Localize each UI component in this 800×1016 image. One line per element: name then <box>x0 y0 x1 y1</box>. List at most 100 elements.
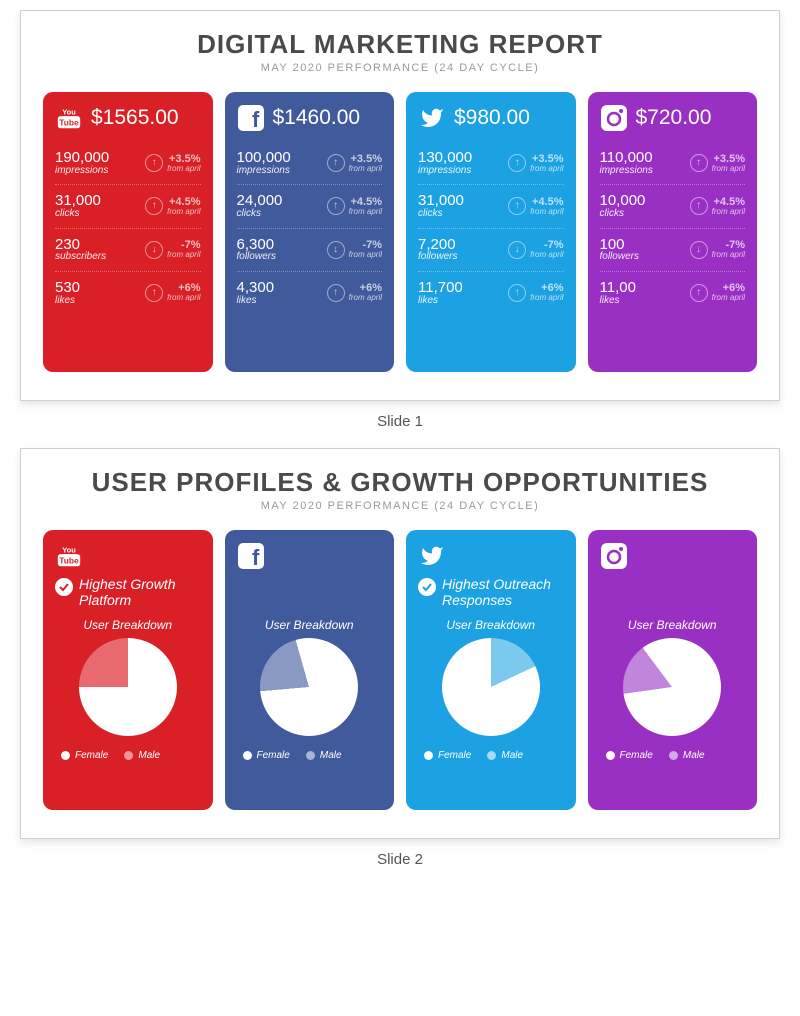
metric-label: followers <box>418 252 457 263</box>
legend-dot-icon <box>124 751 133 760</box>
legend-dot-icon <box>243 751 252 760</box>
pie-youtube <box>79 638 177 736</box>
svg-text:Tube: Tube <box>59 117 79 127</box>
trend-up-icon: ↑ <box>690 284 708 302</box>
trend-down-icon: ↓ <box>145 241 163 259</box>
pie-chart <box>600 638 746 736</box>
twitter-icon <box>418 104 446 132</box>
metric-row: 100,000impressions↑+3.5%from april <box>237 142 383 185</box>
metric-label: clicks <box>55 209 101 220</box>
trend-from: from april <box>349 251 382 259</box>
card2-twitter: Highest Outreach Responses User Breakdow… <box>406 530 576 810</box>
card2-youtube: YouTube Highest Growth Platform User Bre… <box>43 530 213 810</box>
trend-from: from april <box>167 208 200 216</box>
slide1-cards: YouTube $1565.00 190,000impressions ↑+3.… <box>43 92 757 372</box>
pie-chart <box>237 638 383 736</box>
card-head: f $1460.00 <box>237 104 383 132</box>
legend: Female Male <box>418 750 564 761</box>
metric-label: impressions <box>418 166 472 177</box>
trend-from: from april <box>530 208 563 216</box>
amount: $720.00 <box>636 106 712 130</box>
metric-row: 11,00likes↑+6%from april <box>600 272 746 314</box>
svg-text:f: f <box>252 107 260 131</box>
metric-row: 110,000impressions↑+3.5%from april <box>600 142 746 185</box>
metric-row: 130,000impressions↑+3.5%from april <box>418 142 564 185</box>
metric-row: 100followers↓-7%from april <box>600 229 746 272</box>
legend-dot-icon <box>669 751 678 760</box>
legend-label: Female <box>75 750 108 761</box>
instagram-icon <box>600 104 628 132</box>
user-breakdown-label: User Breakdown <box>55 618 201 632</box>
trend-pct: +3.5% <box>712 154 745 165</box>
trend-from: from april <box>712 165 745 173</box>
legend-female: Female <box>61 750 108 761</box>
trend-from: from april <box>530 251 563 259</box>
metric-value: 10,000 <box>600 193 646 209</box>
metric-row: 230subscribers ↓-7%from april <box>55 229 201 272</box>
trend-up-icon: ↑ <box>145 154 163 172</box>
badge-text: Highest Growth Platform <box>79 576 201 608</box>
metric-row: 24,000clicks↑+4.5%from april <box>237 185 383 228</box>
check-icon <box>55 578 73 596</box>
youtube-icon: YouTube <box>55 104 83 132</box>
card2-facebook: f User Breakdown Female Male <box>225 530 395 810</box>
trend-from: from april <box>530 294 563 302</box>
metric-value: 130,000 <box>418 150 472 166</box>
metric-row: 6,300followers↓-7%from april <box>237 229 383 272</box>
svg-text:Tube: Tube <box>59 555 79 565</box>
metric-value: 31,000 <box>55 193 101 209</box>
legend-male: Male <box>669 750 705 761</box>
growth-badge <box>237 576 383 614</box>
facebook-icon: f <box>237 542 265 570</box>
trend-from: from april <box>349 208 382 216</box>
trend-pct: +3.5% <box>349 154 382 165</box>
legend-male: Male <box>487 750 523 761</box>
slide1-title: DIGITAL MARKETING REPORT <box>43 29 757 60</box>
metric-value: 6,300 <box>237 237 276 253</box>
svg-text:You: You <box>62 545 76 554</box>
slide2-cards: YouTube Highest Growth Platform User Bre… <box>43 530 757 810</box>
amount: $1565.00 <box>91 106 179 130</box>
metric-row: 4,300likes↑+6%from april <box>237 272 383 314</box>
legend-label: Female <box>438 750 471 761</box>
metric-value: 530 <box>55 280 80 296</box>
trend-up-icon: ↑ <box>508 154 526 172</box>
trend-from: from april <box>712 251 745 259</box>
trend-from: from april <box>349 165 382 173</box>
metric-label: likes <box>55 296 80 307</box>
pie-twitter <box>442 638 540 736</box>
legend: Female Male <box>600 750 746 761</box>
metric-label: likes <box>600 296 636 307</box>
legend-female: Female <box>424 750 471 761</box>
metric-value: 230 <box>55 237 106 253</box>
metric-row: 530likes ↑+6%from april <box>55 272 201 314</box>
user-breakdown-label: User Breakdown <box>600 618 746 632</box>
metric-value: 4,300 <box>237 280 275 296</box>
youtube-icon: YouTube <box>55 542 83 570</box>
legend-label: Female <box>257 750 290 761</box>
metric-label: likes <box>237 296 275 307</box>
metric-label: clicks <box>237 209 283 220</box>
legend-dot-icon <box>424 751 433 760</box>
pie-chart <box>55 638 201 736</box>
metrics: 110,000impressions↑+3.5%from april 10,00… <box>600 142 746 314</box>
metric-label: impressions <box>600 166 653 177</box>
check-icon <box>418 578 436 596</box>
trend-down-icon: ↓ <box>508 241 526 259</box>
legend: Female Male <box>237 750 383 761</box>
metric-label: subscribers <box>55 252 106 263</box>
legend-male: Male <box>306 750 342 761</box>
legend-male: Male <box>124 750 160 761</box>
metric-value: 110,000 <box>600 150 653 166</box>
legend-female: Female <box>243 750 290 761</box>
card-youtube: YouTube $1565.00 190,000impressions ↑+3.… <box>43 92 213 372</box>
card-twitter: $980.00 130,000impressions↑+3.5%from apr… <box>406 92 576 372</box>
metric-value: 100 <box>600 237 639 253</box>
trend-up-icon: ↑ <box>327 197 345 215</box>
card-head: YouTube $1565.00 <box>55 104 201 132</box>
legend-female: Female <box>606 750 653 761</box>
metric-row: 31,000clicks↑+4.5%from april <box>418 185 564 228</box>
slide-1: DIGITAL MARKETING REPORT MAY 2020 PERFOR… <box>20 10 780 401</box>
metric-value: 24,000 <box>237 193 283 209</box>
trend-down-icon: ↓ <box>690 241 708 259</box>
